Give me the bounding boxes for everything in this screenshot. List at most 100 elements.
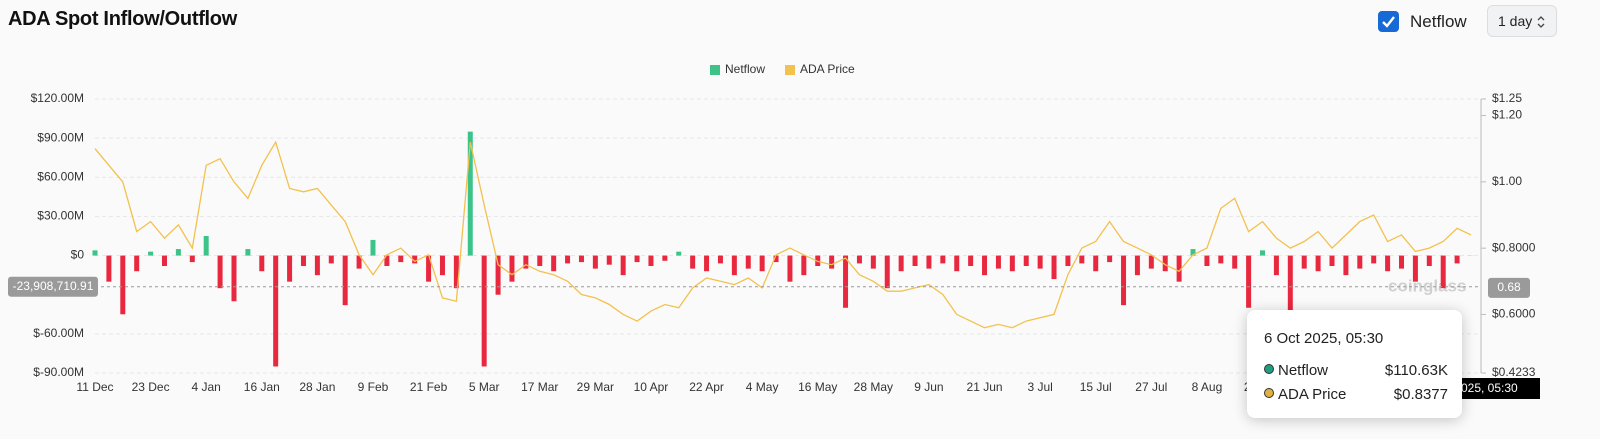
tooltip: 6 Oct 2025, 05:30 Netflow $110.63K ADA Pr… <box>1247 310 1462 418</box>
bar <box>1385 255 1391 272</box>
bar <box>1343 255 1349 276</box>
bar <box>968 255 974 267</box>
y-tick-label: $120.00M <box>31 91 84 105</box>
y-tick-label: $60.00M <box>37 169 84 183</box>
bar <box>704 255 710 272</box>
x-tick-label: 11 Dec <box>76 380 113 394</box>
check-icon <box>1382 16 1395 28</box>
tooltip-row: Netflow $110.63K <box>1264 362 1454 379</box>
bar <box>578 255 584 263</box>
bar <box>898 255 904 272</box>
x-tick-label: 15 Jul <box>1080 380 1112 394</box>
bar <box>592 255 598 269</box>
bar <box>259 255 265 272</box>
bar <box>1121 255 1127 306</box>
bar <box>912 255 918 267</box>
bar <box>1329 255 1335 267</box>
select-chevrons <box>1537 16 1545 28</box>
tooltip-value: $0.8377 <box>1393 386 1448 403</box>
bar <box>495 255 501 295</box>
y2-tick-label: $1.00 <box>1492 174 1522 188</box>
interval-select[interactable]: 1 day <box>1487 5 1557 37</box>
crosshair-y2-box <box>1488 277 1530 298</box>
x-tick-label: 9 Feb <box>358 380 389 394</box>
bar <box>217 255 223 289</box>
x-tick-label: 27 Jul <box>1135 380 1167 394</box>
y-tick-label: $90.00M <box>37 130 84 144</box>
bar <box>453 255 459 289</box>
bar <box>1287 255 1293 315</box>
y-tick-label: $-60.00M <box>33 326 84 340</box>
bar <box>203 236 209 256</box>
x-tick-label: 4 May <box>746 380 779 394</box>
legend-swatch <box>785 65 795 75</box>
bar <box>1134 255 1140 276</box>
bar <box>884 255 890 289</box>
x-tick-label: 17 Mar <box>521 380 558 394</box>
x-tick-label: 4 Jan <box>192 380 221 394</box>
bar <box>1204 255 1210 267</box>
bar <box>745 255 751 269</box>
bar <box>1273 255 1279 276</box>
y2-tick-label: $0.8000 <box>1492 240 1536 254</box>
bar <box>1079 255 1085 264</box>
bar <box>481 255 487 367</box>
bar <box>426 255 432 282</box>
bar <box>1260 250 1266 256</box>
y2-tick-label: $1.20 <box>1492 108 1522 122</box>
bar <box>412 255 418 264</box>
bar <box>995 255 1001 269</box>
crosshair-y2-label: 0.68 <box>1497 280 1521 294</box>
x-tick-label: 16 May <box>798 380 837 394</box>
y-tick-label: $30.00M <box>37 209 84 223</box>
interval-text: 1 day <box>1498 13 1533 29</box>
bar <box>551 255 557 272</box>
bar <box>606 255 612 265</box>
bar <box>565 255 571 264</box>
x-tick-label: 16 Jan <box>244 380 280 394</box>
bar <box>1426 255 1432 267</box>
bar <box>843 255 849 308</box>
bar <box>467 131 473 256</box>
netflow-checkbox[interactable] <box>1378 11 1399 32</box>
bar <box>120 255 126 315</box>
bar <box>356 255 362 269</box>
bar <box>328 255 334 264</box>
legend-swatch <box>710 65 720 75</box>
tooltip-dot <box>1264 364 1274 374</box>
bar <box>134 255 140 272</box>
bar <box>1315 255 1321 272</box>
bar <box>787 255 793 282</box>
bar <box>370 239 376 256</box>
bar <box>773 255 779 263</box>
bar <box>634 255 640 263</box>
tooltip-series: Netflow <box>1278 362 1329 379</box>
x-tick-label: 28 May <box>854 380 893 394</box>
bar <box>523 255 529 269</box>
x-tick-label: 10 Apr <box>634 380 669 394</box>
bar <box>1093 255 1099 272</box>
tooltip-dot <box>1264 388 1274 398</box>
y2-tick-label: $0.6000 <box>1492 307 1536 321</box>
bar <box>1454 255 1460 264</box>
bar <box>1009 255 1015 272</box>
bar <box>439 255 445 276</box>
crosshair-y-label: -23,908,710.91 <box>13 279 94 293</box>
bar <box>870 255 876 269</box>
bar <box>161 255 167 267</box>
bar <box>245 249 251 256</box>
bar <box>801 255 807 276</box>
toggle-label[interactable]: Netflow <box>1410 12 1467 31</box>
y2-tick-label: $0.4233 <box>1492 365 1536 379</box>
x-tick-label: 21 Feb <box>410 380 448 394</box>
x-tick-label: 22 Apr <box>689 380 724 394</box>
bar <box>398 255 404 263</box>
x-tick-label: 3 Jul <box>1027 380 1052 394</box>
bar <box>759 255 765 272</box>
bar <box>287 255 293 282</box>
bar <box>1065 255 1071 267</box>
legend-label: ADA Price <box>800 62 855 76</box>
bar <box>231 255 237 302</box>
